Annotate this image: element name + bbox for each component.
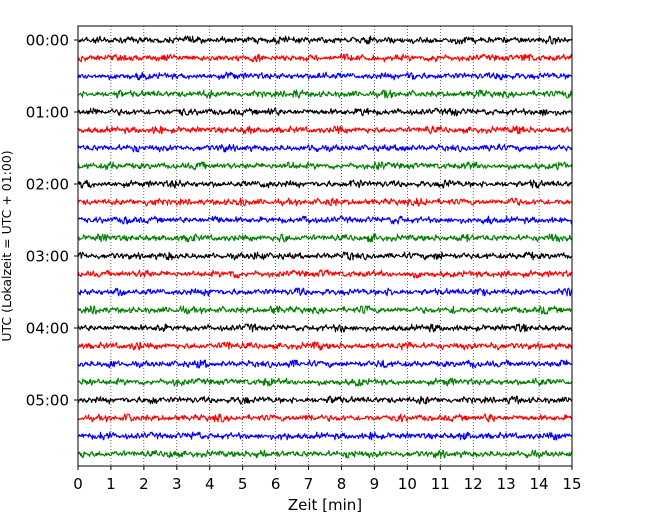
trace-row-4 xyxy=(77,107,573,117)
x-axis: 0 1 2 3 4 5 6 7 8 9 10 11 12 13 14 15 xyxy=(73,466,582,493)
trace-row-10 xyxy=(77,215,573,225)
trace-row-21 xyxy=(77,413,573,423)
trace-row-19 xyxy=(77,377,573,387)
y-axis-label: UTC (Lokalzeit = UTC + 01:00) xyxy=(0,150,14,341)
trace-row-2 xyxy=(77,71,573,81)
trace-row-17 xyxy=(77,341,573,351)
trace-row-3 xyxy=(77,89,573,99)
x-tick-label-5: 5 xyxy=(238,475,248,493)
trace-row-23 xyxy=(77,449,573,459)
trace-row-22 xyxy=(77,431,573,441)
trace-row-9 xyxy=(77,197,573,207)
trace-row-7 xyxy=(77,161,573,171)
x-tick-label-0: 0 xyxy=(73,475,83,493)
trace-row-5 xyxy=(77,125,573,135)
trace-row-12 xyxy=(77,251,573,261)
y-tick-label-2: 02:00 xyxy=(26,176,69,194)
trace-row-16 xyxy=(77,323,573,333)
x-tick-label-8: 8 xyxy=(337,475,347,493)
x-axis-label: Zeit [min] xyxy=(288,496,362,514)
x-tick-label-3: 3 xyxy=(172,475,182,493)
x-tick-label-12: 12 xyxy=(464,475,483,493)
x-tick-label-14: 14 xyxy=(530,475,549,493)
y-tick-label-5: 05:00 xyxy=(26,392,69,410)
x-tick-label-4: 4 xyxy=(205,475,215,493)
trace-layer xyxy=(77,35,573,459)
plot-frame xyxy=(77,25,573,467)
trace-row-6 xyxy=(77,143,573,153)
y-tick-label-4: 04:00 xyxy=(26,320,69,338)
trace-row-8 xyxy=(77,179,573,189)
y-tick-label-3: 03:00 xyxy=(26,248,69,266)
x-tick-label-2: 2 xyxy=(139,475,149,493)
x-tick-label-7: 7 xyxy=(304,475,314,493)
y-axis: 00:00 01:00 02:00 03:00 04:00 05:00 xyxy=(26,32,78,410)
x-tick-label-6: 6 xyxy=(271,475,281,493)
trace-row-20 xyxy=(77,395,573,405)
trace-row-15 xyxy=(77,305,573,315)
trace-row-18 xyxy=(77,359,573,369)
x-tick-label-9: 9 xyxy=(370,475,380,493)
x-tick-label-13: 13 xyxy=(497,475,516,493)
x-tick-label-15: 15 xyxy=(562,475,581,493)
trace-row-0 xyxy=(77,35,573,45)
trace-row-1 xyxy=(77,53,573,63)
trace-row-14 xyxy=(77,287,573,297)
grid-layer xyxy=(110,26,540,466)
trace-row-13 xyxy=(77,269,573,279)
trace-row-11 xyxy=(77,233,573,243)
x-tick-label-11: 11 xyxy=(431,475,450,493)
x-tick-label-1: 1 xyxy=(106,475,116,493)
y-tick-label-0: 00:00 xyxy=(26,32,69,50)
x-tick-label-10: 10 xyxy=(398,475,417,493)
y-tick-label-1: 01:00 xyxy=(26,104,69,122)
